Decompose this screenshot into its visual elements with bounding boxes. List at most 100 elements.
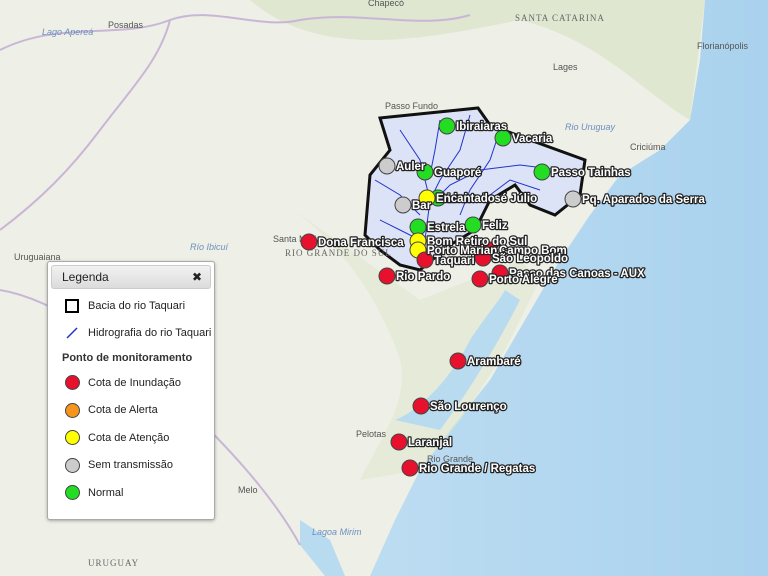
station-label: Porto Mariante [427,245,508,257]
station[interactable] [418,189,436,207]
legend-item: Bacia do rio Taquari [48,292,214,320]
border [0,19,171,231]
station-label: Passo Tainhas [551,167,631,179]
station-label: São Lourenço [430,401,507,413]
station-label: Porto Alegre [489,274,558,286]
place-label: Passo Fundo [385,101,438,111]
station-label: Bar [412,200,432,212]
station-marker [464,216,482,234]
station-label: Feliz [482,220,508,232]
legend-group-title: Ponto de monitoramento [62,352,193,364]
station[interactable] [416,251,434,269]
station[interactable] [564,190,582,208]
station-label: Bom Retiro do Sul [427,236,527,248]
legend-item: Hidrografia do rio Taquari [48,320,214,348]
legend-label: Cota de Alerta [88,404,158,417]
place-label: Uruguaiana [14,252,61,262]
station[interactable] [494,129,512,147]
station-marker [494,129,512,147]
station-marker [471,270,489,288]
legend-item: Sem transmissão [48,452,214,480]
station-marker [378,267,396,285]
legend-label: Bacia do rio Taquari [88,299,186,312]
place-label: Rio Uruguay [565,122,616,132]
legend-label: Sem transmissão [88,459,173,472]
station-marker [418,189,436,207]
place-label: Chapecó [368,0,404,8]
place-label: Rio Grande [427,454,473,464]
legend: Legenda ✖ Bacia do rio Taquari Hidrograf… [47,261,215,520]
station-label: Vacaria [512,133,553,145]
place-label: URUGUAY [88,558,139,568]
station[interactable] [449,352,467,370]
legend-label: Cota de Inundação [88,376,181,389]
place-label: SANTA CATARINA [515,13,605,23]
close-button[interactable]: ✖ [191,270,202,284]
status-dot [64,375,80,391]
station-label: Estrela [427,222,466,234]
station-marker [491,264,509,282]
station-label: Guaporé [434,167,481,179]
place-labels: Chapecó Posadas Lago Apereá SANTA CATARINA L… [14,0,749,568]
station-label: Laranjal [408,437,452,449]
station[interactable] [394,196,412,214]
station-label: Taquari [434,255,475,267]
stations: Ibiraiaras Vacaria Auler Guaporé Passo Tainh… [300,117,707,477]
station[interactable] [474,249,492,267]
station-label: Ibiraiaras [456,121,507,133]
legend-label: Hidrografia do rio Taquari [88,327,212,340]
station[interactable] [491,264,509,282]
place-label: Criciúma [630,142,666,152]
status-dot [64,485,80,501]
station-label: Passo das Canoas - AUX [509,268,645,280]
station-marker [449,352,467,370]
legend-swatch [62,430,82,446]
station[interactable] [401,459,419,477]
legend-item: Cota de Inundação [48,369,214,397]
place-label: Lages [553,62,578,72]
legend-swatch [62,402,82,418]
highlands [250,0,705,120]
basin-swatch [62,298,82,313]
station-label: Rio Pardo [396,271,450,283]
station-marker [300,233,318,251]
place-label: Posadas [108,20,144,30]
station[interactable] [300,233,318,251]
station[interactable] [438,117,456,135]
station-marker [378,157,396,175]
place-label: Lagoa Mirim [312,527,362,537]
status-dot [64,457,80,473]
place-label: Santa Maria [273,234,322,244]
station[interactable] [533,163,551,181]
station[interactable] [471,270,489,288]
legend-title: Legenda [62,270,109,284]
station-label: Arambaré [467,356,521,368]
station[interactable] [416,163,434,181]
station[interactable] [378,157,396,175]
lagoa-dos-patos [395,290,520,430]
station[interactable] [464,216,482,234]
station[interactable] [412,397,430,415]
legend-label: Normal [88,486,124,499]
station-label: Pq. Aparados da Serra [582,194,706,206]
station-marker [394,196,412,214]
station-label: Encantado [436,193,495,205]
station-marker [438,117,456,135]
station-marker [412,397,430,415]
legend-item: Normal [48,479,214,507]
place-label: Melo [238,485,258,495]
place-label: Pelotas [356,429,387,439]
place-label: RIO GRANDE DO SUL [285,248,392,258]
legend-status-list: Cota de Inundação Cota de Alerta Cota de A… [48,369,214,507]
legend-item: Cota de Alerta [48,397,214,425]
station-marker [416,251,434,269]
legend-swatch [62,485,82,501]
border [0,14,471,51]
station[interactable] [378,267,396,285]
lagoa-mirim [300,520,345,576]
place-label: Río Ibicuí [190,242,230,252]
station-label: Auler [396,161,426,173]
station[interactable] [390,433,408,451]
station-marker [401,459,419,477]
